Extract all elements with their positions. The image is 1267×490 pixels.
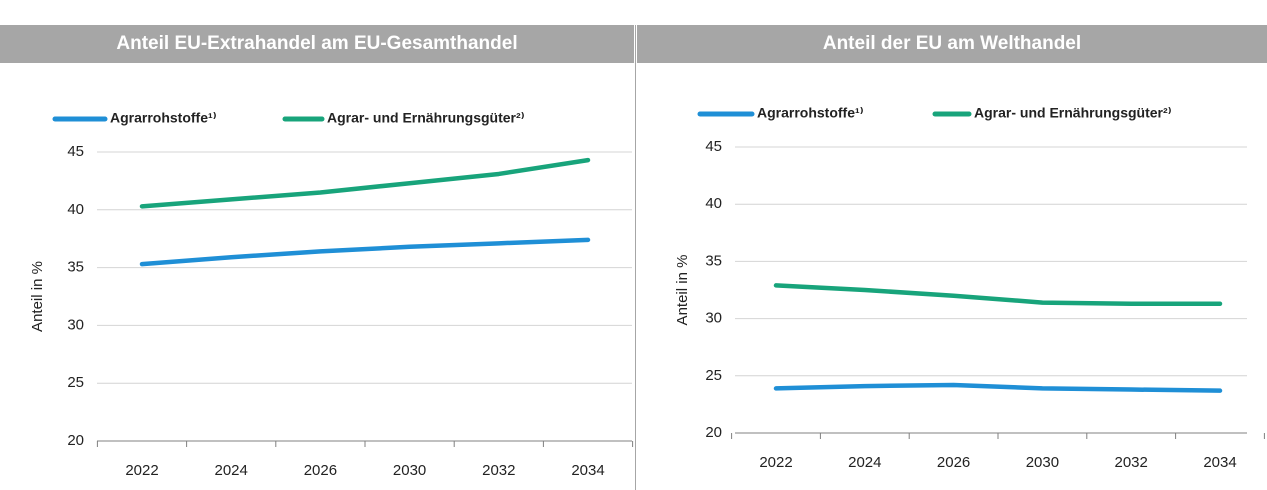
header-bar — [637, 25, 1267, 63]
x-tick-label: 2030 — [393, 462, 426, 479]
x-tick-label: 2026 — [304, 462, 337, 479]
series-line — [139, 157, 591, 209]
y-tick-label: 25 — [67, 374, 84, 391]
y-tick-label: 20 — [705, 424, 722, 441]
y-tick-label: 20 — [67, 432, 84, 449]
x-tick-label: 2034 — [571, 462, 604, 479]
y-tick-label: 35 — [67, 259, 84, 276]
x-tick-label: 2026 — [937, 454, 970, 471]
x-tick-label: 2022 — [125, 462, 158, 479]
series-line — [139, 237, 591, 267]
header-bar — [0, 25, 634, 63]
y-tick-label: 30 — [67, 316, 84, 333]
series-line — [773, 382, 1223, 393]
legend-label: Agrarrohstoffe¹⁾ — [110, 110, 217, 126]
y-tick-label: 45 — [705, 138, 722, 155]
y-tick-label: 25 — [705, 367, 722, 384]
x-tick-label: 2024 — [848, 454, 881, 471]
y-tick-label: 30 — [705, 310, 722, 327]
x-tick-label: 2032 — [482, 462, 515, 479]
chart-title: Anteil EU-Extrahandel am EU-Gesamthandel — [116, 33, 517, 54]
legend-label: Agrar- und Ernährungsgüter²⁾ — [974, 105, 1172, 121]
x-tick-label: 2034 — [1203, 454, 1236, 471]
chart-title: Anteil der EU am Welthandel — [823, 33, 1081, 54]
y-tick-label: 45 — [67, 143, 84, 160]
x-tick-label: 2030 — [1026, 454, 1059, 471]
legend-label: Agrar- und Ernährungsgüter²⁾ — [327, 110, 525, 126]
legend-label: Agrarrohstoffe¹⁾ — [757, 105, 864, 121]
y-tick-label: 40 — [67, 201, 84, 218]
series-line — [773, 283, 1223, 306]
x-tick-label: 2032 — [1115, 454, 1148, 471]
y-tick-label: 40 — [705, 195, 722, 212]
y-axis-label: Anteil in % — [29, 261, 46, 332]
y-axis-label: Anteil in % — [674, 255, 691, 326]
y-tick-label: 35 — [705, 252, 722, 269]
x-tick-label: 2022 — [759, 454, 792, 471]
x-tick-label: 2024 — [215, 462, 248, 479]
